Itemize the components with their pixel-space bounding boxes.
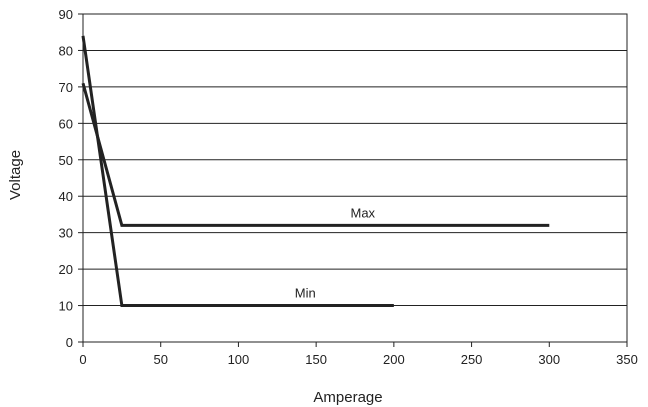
y-tick-label-10: 10 bbox=[59, 299, 73, 314]
x-tick-label-250: 250 bbox=[461, 352, 483, 367]
series-line-max bbox=[81, 82, 550, 227]
y-tick-label-0: 0 bbox=[66, 335, 73, 350]
series-lines: Max Min bbox=[81, 35, 550, 308]
plot-frame bbox=[82, 13, 628, 343]
x-tick-label-300: 300 bbox=[538, 352, 560, 367]
y-tick-label-30: 30 bbox=[59, 226, 73, 241]
x-axis-title: Amperage bbox=[313, 389, 382, 406]
y-tick-label-80: 80 bbox=[59, 43, 73, 58]
x-tick-label-150: 150 bbox=[305, 352, 327, 367]
y-tick-label-50: 50 bbox=[59, 153, 73, 168]
y-tick-label-60: 60 bbox=[59, 116, 73, 131]
y-axis-ticks: 0 10 20 30 40 50 60 70 80 90 bbox=[59, 7, 83, 350]
x-tick-label-350: 350 bbox=[616, 352, 638, 367]
x-tick-label-0: 0 bbox=[79, 352, 86, 367]
x-axis-ticks: 0 50 100 150 200 250 300 350 bbox=[79, 342, 638, 367]
series-label-min: Min bbox=[295, 286, 316, 301]
y-tick-label-20: 20 bbox=[59, 262, 73, 277]
y-tick-label-90: 90 bbox=[59, 7, 73, 22]
y-tick-label-40: 40 bbox=[59, 189, 73, 204]
series-line-min bbox=[81, 35, 394, 308]
series-label-max: Max bbox=[350, 205, 375, 220]
grid-lines bbox=[83, 49, 627, 307]
y-tick-label-70: 70 bbox=[59, 80, 73, 95]
x-tick-label-200: 200 bbox=[383, 352, 405, 367]
y-axis-title: Voltage bbox=[7, 150, 24, 200]
x-tick-label-50: 50 bbox=[153, 352, 167, 367]
x-tick-label-100: 100 bbox=[228, 352, 250, 367]
